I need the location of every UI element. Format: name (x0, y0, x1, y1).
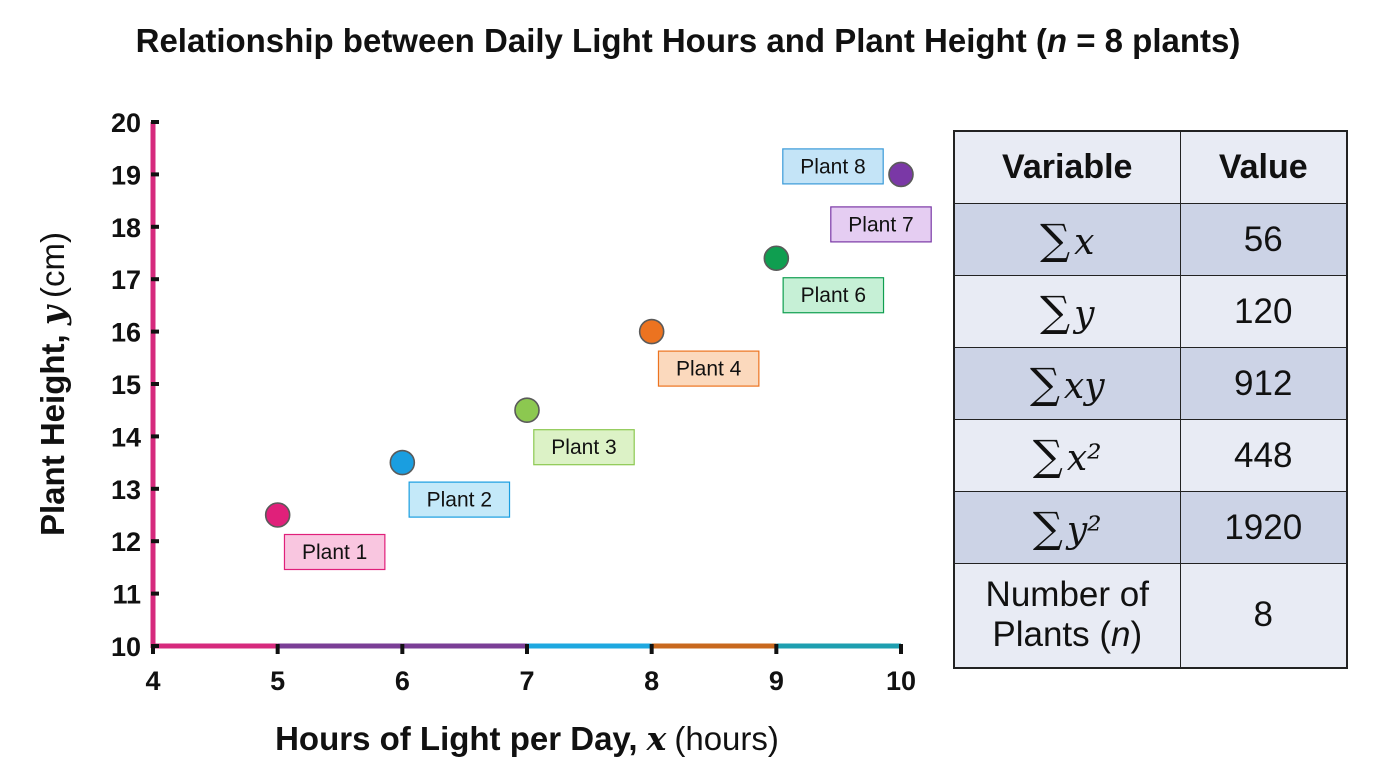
y-tick-label: 10 (111, 632, 141, 662)
y-tick-label: 11 (112, 580, 141, 610)
table-row: ∑ xy 912 (953, 347, 1348, 420)
point-label-box (830, 206, 932, 243)
header-variable: Variable (953, 130, 1181, 204)
value-cell: 912 (1179, 347, 1348, 420)
data-point (264, 502, 291, 528)
value-cell: 8 (1179, 563, 1348, 668)
x-tick-label: 4 (145, 666, 160, 696)
header-value: Value (1179, 130, 1348, 204)
point-label: Plant 2 (427, 489, 492, 512)
data-point (888, 161, 914, 188)
y-tick-label: 20 (111, 108, 141, 138)
x-tick-label: 7 (519, 666, 534, 696)
data-point (638, 318, 665, 345)
point-label-box (408, 481, 511, 518)
point-label-box (782, 148, 884, 185)
value-cell: 1920 (1179, 491, 1348, 564)
y-tick-label: 19 (111, 160, 141, 190)
variable-cell: Number of Plants (n) (953, 563, 1181, 668)
point-label-box (657, 350, 760, 387)
y-tick-label: 18 (111, 213, 141, 243)
x-tick-label: 9 (769, 666, 784, 696)
variable-cell: ∑ y² (953, 491, 1181, 564)
x-tick-label: 10 (886, 666, 916, 696)
y-axis-title: Plant Height, y(cm) (33, 232, 72, 536)
value-cell: 448 (1179, 419, 1348, 492)
table-header-row: Variable Value (953, 130, 1348, 204)
point-label: Plant 4 (676, 358, 742, 381)
point-label-box (283, 533, 386, 571)
point-label: Plant 7 (848, 213, 913, 236)
data-point (389, 449, 416, 476)
point-label-box (533, 429, 635, 466)
point-label: Plant 3 (551, 436, 616, 459)
table-row: ∑ x 56 (953, 203, 1348, 276)
point-label-box (782, 277, 885, 314)
x-axis-title: Hours of Light per Day, x (hours) (275, 719, 779, 758)
point-label: Plant 6 (801, 284, 866, 307)
y-tick-label: 15 (111, 370, 141, 400)
value-cell: 120 (1179, 275, 1348, 348)
variable-cell: ∑ xy (953, 347, 1181, 420)
variable-cell: ∑ y (953, 275, 1181, 348)
y-tick-label: 13 (111, 475, 141, 505)
y-tick-label: 12 (111, 527, 141, 557)
x-ticks: 4 5 6 7 8 9 10 (145, 644, 916, 696)
table-row: Number of Plants (n) 8 (953, 563, 1348, 668)
table-row: ∑ y 120 (953, 275, 1348, 348)
axes (150, 122, 901, 649)
data-points: Plant 1 Plant 2 Plant 3 Plant 4 Plant 6 Plant… (264, 148, 932, 571)
point-label: Plant 1 (302, 541, 367, 564)
data-point (514, 397, 540, 424)
table-row: ∑ x² 448 (953, 419, 1348, 492)
chart-title: Relationship between Daily Light Hours a… (135, 22, 1241, 59)
variable-cell: ∑ x (953, 203, 1181, 276)
point-label: Plant 8 (800, 155, 865, 178)
data-point (763, 245, 790, 272)
x-tick-label: 8 (644, 666, 659, 696)
y-tick-label: 14 (111, 422, 141, 452)
y-ticks: 10 11 12 13 14 15 16 17 18 19 20 (111, 108, 159, 662)
value-cell: 56 (1179, 203, 1348, 276)
summary-statistics-table: Variable Value ∑ x 56 ∑ y 120 ∑ xy 912 ∑ x² 448 ∑ y² 1… (953, 130, 1348, 669)
table-row: ∑ y² 1920 (953, 491, 1348, 564)
x-tick-label: 5 (270, 666, 285, 696)
variable-cell: ∑ x² (953, 419, 1181, 492)
x-tick-label: 6 (395, 666, 410, 696)
y-tick-label: 16 (111, 318, 141, 348)
y-tick-label: 17 (111, 265, 141, 295)
